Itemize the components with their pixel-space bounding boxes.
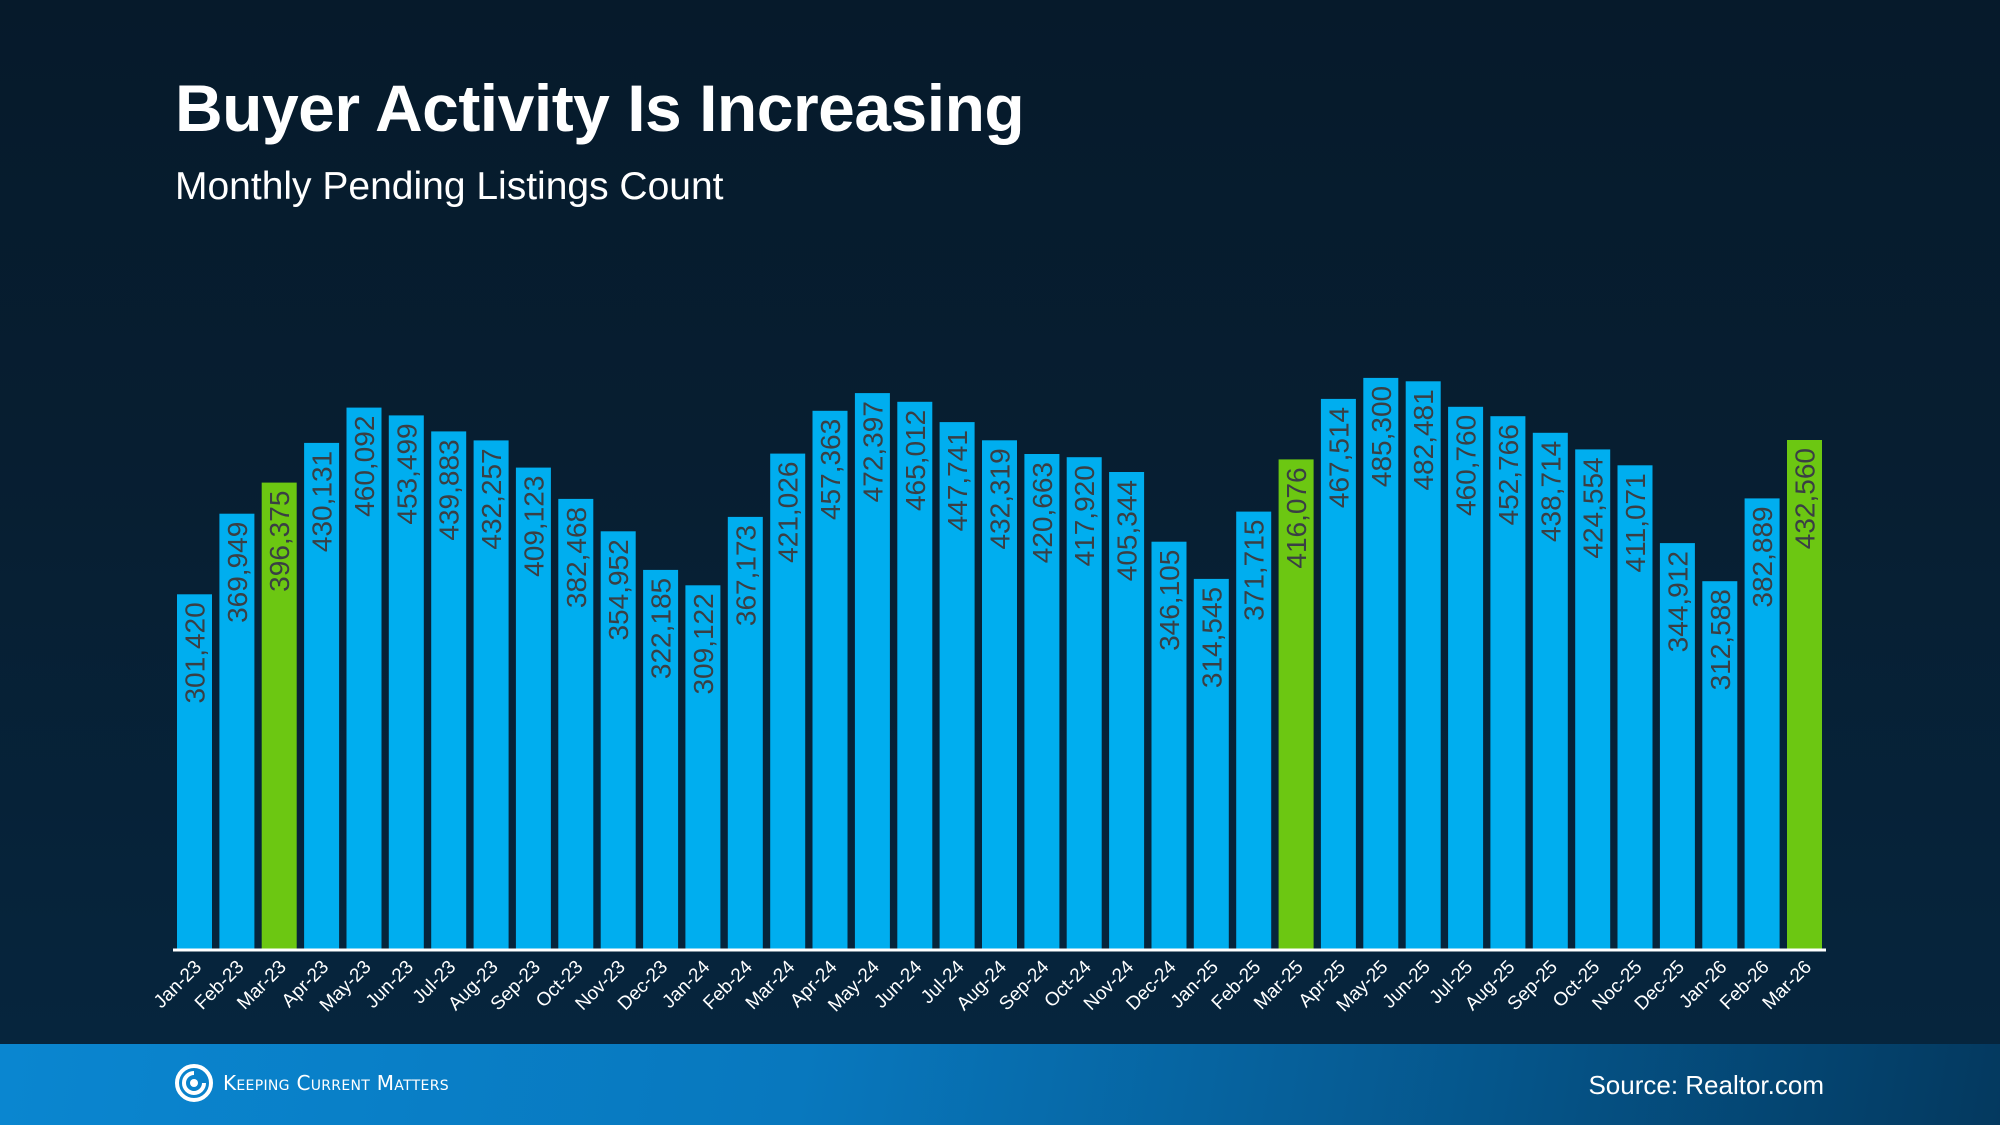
value-label: 472,397 [857,401,888,502]
bar-nov-24 [1109,472,1145,949]
value-label: 460,760 [1451,415,1482,516]
value-label: 344,912 [1662,551,1693,652]
value-label: 322,185 [646,578,677,679]
x-tick-label: Jun-23 [362,957,418,1013]
value-label: 465,012 [900,410,931,511]
value-label: 371,715 [1239,520,1270,621]
bar-jul-23 [431,431,467,949]
value-label: 438,714 [1535,441,1566,542]
bar-jul-25 [1448,406,1484,949]
bar-may-25 [1363,377,1399,949]
value-label: 367,173 [730,525,761,626]
bar-sep-24 [1024,454,1060,949]
x-tick-label: Jun-25 [1379,957,1435,1013]
bar-feb-25 [1236,511,1272,949]
bar-mar-23 [261,482,297,949]
bar-jan-23 [177,594,212,949]
bar-nov-23 [600,531,636,949]
value-label: 424,554 [1578,457,1609,558]
value-label: 467,514 [1323,407,1354,508]
bar-jul-24 [939,422,975,950]
brand-name: Keeping Current Matters [223,1071,449,1095]
source-text: Source: Realtor.com [1588,1070,1824,1100]
bar-sep-23 [515,467,551,949]
bar-mar-24 [770,453,806,949]
value-label: 430,131 [307,451,338,552]
value-label: 447,741 [942,430,973,531]
value-label: 369,949 [222,522,253,623]
value-label: 432,319 [985,448,1016,549]
value-label: 432,560 [1790,448,1821,549]
bar-aug-25 [1490,416,1526,949]
x-tick-label: Jun-24 [870,956,926,1012]
value-label: 314,545 [1196,587,1227,688]
bar-feb-24 [727,516,763,949]
bar-sep-25 [1532,432,1568,949]
bar-aug-23 [473,440,509,949]
bar-apr-24 [812,410,848,949]
value-label: 452,766 [1493,424,1524,525]
value-label: 485,300 [1366,386,1397,487]
bar-jun-24 [897,401,933,949]
bar-noc-25 [1617,465,1653,949]
value-label: 457,363 [815,419,846,520]
x-tick-labels-group: Jan-23Feb-23Mar-23Apr-23May-23Jun-23Jul-… [150,956,1816,1016]
bar-oct-24 [1066,457,1102,949]
value-labels-group: 301,420 369,949 396,375 430,131 460,092 453,4… [180,386,1821,704]
x-tick-label: Mar-24 [742,956,800,1014]
value-label: 382,889 [1747,506,1778,607]
value-label: 396,375 [264,491,295,592]
value-label: 411,071 [1620,473,1651,572]
bar-may-24 [854,393,890,950]
bars-group [177,377,1822,950]
bar-jun-23 [388,415,424,949]
bar-mar-25 [1278,459,1314,949]
value-label: 421,026 [773,462,804,563]
bar-jan-24 [685,585,721,949]
value-label: 417,920 [1069,465,1100,566]
value-label: 301,420 [180,602,211,703]
value-label: 409,123 [518,476,549,577]
footer-bar: Keeping Current Matters Source: Realtor.… [0,1044,2000,1125]
bar-dec-23 [643,569,679,949]
chart-title: Buyer Activity Is Increasing [175,71,1025,145]
value-label: 354,952 [603,539,634,640]
value-label: 453,499 [391,423,422,524]
value-label: 405,344 [1112,480,1143,581]
value-label: 309,122 [688,593,719,694]
chart-subtitle: Monthly Pending Listings Count [175,165,724,208]
value-label: 482,481 [1408,389,1439,490]
swirl-logo-icon [175,1064,213,1102]
value-label: 312,588 [1705,589,1736,690]
value-label: 439,883 [434,439,465,540]
bar-chart: 301,420 369,949 396,375 430,131 460,092 453,4… [150,377,1822,1016]
bar-apr-25 [1320,398,1356,949]
value-label: 460,092 [349,416,380,517]
bar-oct-25 [1575,449,1611,949]
bar-dec-24 [1151,541,1187,949]
bar-may-23 [346,407,382,950]
value-label: 382,468 [561,507,592,608]
bar-jun-25 [1405,381,1441,949]
bar-mar-26 [1787,440,1822,949]
bar-aug-24 [982,440,1017,949]
bar-feb-26 [1744,498,1780,949]
brand-logo: Keeping Current Matters [175,1064,449,1102]
bar-apr-23 [304,442,340,949]
bar-feb-23 [219,513,255,949]
bar-jan-26 [1702,581,1738,949]
value-label: 432,257 [476,448,507,549]
value-label: 346,105 [1154,550,1185,651]
bar-jan-25 [1193,578,1229,949]
bar-oct-23 [558,498,594,949]
value-label: 416,076 [1281,467,1312,568]
bar-dec-25 [1659,543,1695,949]
value-label: 420,663 [1027,462,1058,563]
